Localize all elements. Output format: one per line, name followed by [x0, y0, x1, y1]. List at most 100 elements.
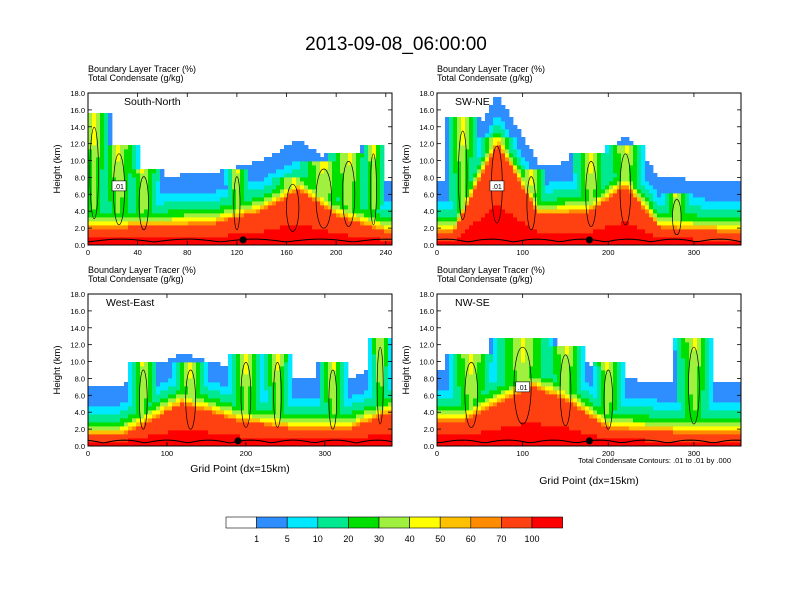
field-cell — [569, 217, 574, 222]
field-cell — [569, 225, 574, 230]
field-cell — [356, 442, 361, 446]
field-cell — [168, 402, 173, 407]
field-cell — [216, 374, 221, 379]
field-cell — [260, 209, 265, 214]
field-cell — [641, 185, 646, 190]
field-cell — [276, 209, 281, 214]
field-cell — [216, 229, 221, 234]
field-cell — [573, 185, 578, 190]
field-cell — [352, 201, 357, 206]
field-cell — [260, 422, 265, 427]
field-cell — [316, 402, 321, 407]
field-cell — [332, 161, 337, 166]
field-cell — [489, 137, 494, 142]
field-cell — [457, 205, 462, 210]
field-cell — [164, 181, 169, 186]
field-cell — [284, 434, 289, 439]
field-cell — [705, 205, 710, 210]
field-cell — [152, 390, 157, 395]
x-tick-label: 120 — [231, 248, 244, 257]
field-cell — [180, 193, 185, 198]
x-tick-label: 160 — [280, 248, 293, 257]
field-cell — [577, 177, 582, 182]
field-cell — [176, 394, 181, 399]
field-cell — [477, 157, 482, 162]
field-cell — [160, 237, 165, 242]
field-cell — [188, 177, 193, 182]
field-cell — [172, 241, 177, 245]
field-cell — [449, 221, 454, 226]
field-cell — [272, 438, 277, 443]
field-cell — [168, 442, 173, 446]
field-cell — [693, 213, 698, 218]
field-cell — [360, 225, 365, 230]
field-cell — [621, 189, 626, 194]
field-cell — [489, 193, 494, 198]
field-cell — [144, 374, 149, 379]
field-cell — [661, 213, 666, 218]
field-cell — [176, 209, 181, 214]
field-cell — [104, 241, 109, 245]
field-cell — [553, 205, 558, 210]
field-cell — [445, 193, 450, 198]
field-cell — [701, 193, 706, 198]
field-cell — [92, 173, 97, 178]
field-cell — [473, 201, 478, 206]
field-cell — [212, 241, 217, 245]
field-cell — [152, 418, 157, 423]
field-cell — [88, 225, 93, 230]
field-cell — [356, 426, 361, 431]
field-cell — [533, 185, 538, 190]
field-cell — [513, 173, 518, 178]
field-cell — [621, 141, 626, 146]
field-cell — [160, 229, 165, 234]
field-cell — [529, 197, 534, 202]
field-cell — [537, 169, 542, 174]
field-cell — [192, 185, 197, 190]
field-cell — [120, 414, 125, 419]
field-cell — [124, 434, 129, 439]
field-cell — [148, 426, 153, 431]
field-cell — [348, 161, 353, 166]
field-cell — [569, 173, 574, 178]
field-cell — [629, 185, 634, 190]
field-cell — [344, 406, 349, 411]
field-cell — [128, 398, 133, 403]
field-cell — [160, 177, 165, 182]
field-cell — [597, 157, 602, 162]
field-cell — [276, 173, 281, 178]
field-cell — [208, 225, 213, 230]
field-cell — [657, 221, 662, 226]
field-cell — [713, 233, 718, 238]
field-cell — [633, 229, 638, 234]
field-cell — [292, 241, 297, 245]
field-cell — [521, 209, 526, 214]
field-cell — [280, 362, 285, 367]
field-cell — [617, 149, 622, 154]
field-cell — [208, 434, 213, 439]
field-cell — [593, 157, 598, 162]
y-tick-label: 10.0 — [419, 157, 434, 166]
field-cell — [697, 241, 702, 245]
field-cell — [681, 201, 686, 206]
field-cell — [517, 185, 522, 190]
field-cell — [577, 157, 582, 162]
field-cell — [116, 402, 121, 407]
field-cell — [585, 165, 590, 170]
field-cell — [605, 217, 610, 222]
field-cell — [156, 362, 161, 367]
field-cell — [316, 225, 321, 230]
field-cell — [573, 157, 578, 162]
field-cell — [232, 173, 237, 178]
field-cell — [232, 177, 237, 182]
field-cell — [292, 161, 297, 166]
field-cell — [208, 382, 213, 387]
field-cell — [236, 169, 241, 174]
field-cell — [320, 205, 325, 210]
field-cell — [441, 225, 446, 230]
field-cell — [236, 237, 241, 242]
field-cell — [188, 406, 193, 411]
field-cell — [220, 398, 225, 403]
field-cell — [473, 205, 478, 210]
field-cell — [701, 205, 706, 210]
